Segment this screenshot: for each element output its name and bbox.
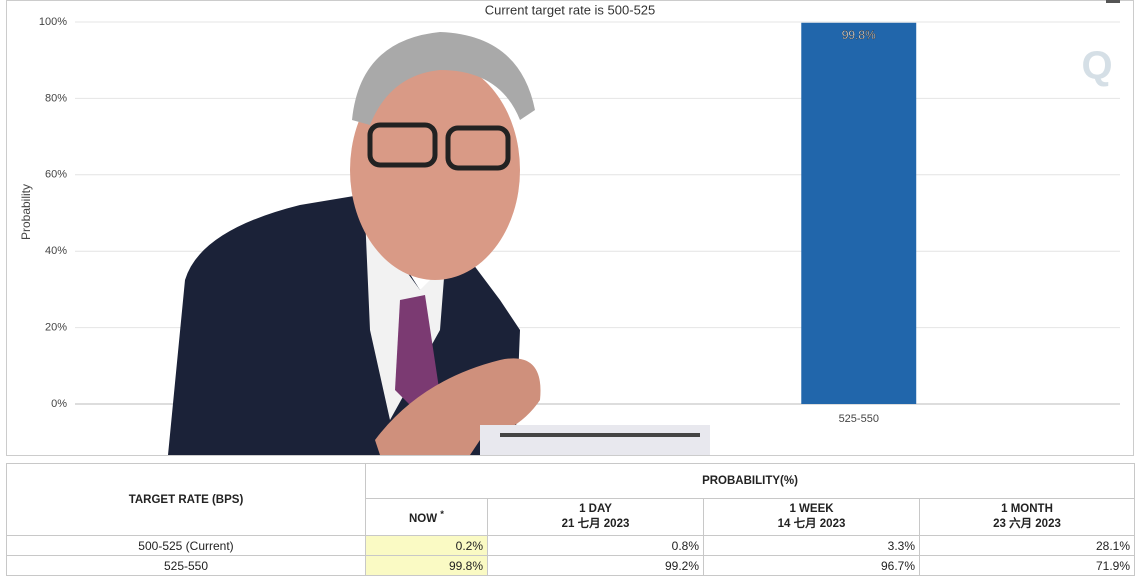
y-tick-label: 80% [45, 92, 67, 104]
bar [801, 22, 917, 404]
col-date: 23 六月 2023 [993, 518, 1061, 530]
y-tick-label: 60% [45, 169, 67, 181]
y-axis-label: Probability [19, 184, 33, 240]
y-tick-label: 100% [39, 16, 67, 28]
cell: 99.2% [487, 555, 704, 576]
cell: 3.3% [703, 535, 920, 556]
menu-icon [1106, 0, 1120, 3]
col-title: 1 WEEK [789, 503, 834, 515]
cell: 525-550 [6, 555, 366, 576]
photo-overlay [168, 32, 710, 455]
chart-title: Current target rate is 500-525 [485, 2, 656, 17]
watermark: Q [1081, 44, 1112, 88]
probability-header: PROBABILITY(%) [365, 463, 1135, 499]
x-tick-label: 525-550 [839, 413, 879, 425]
col-title: 1 MONTH [1001, 503, 1053, 515]
cell: 28.1% [919, 535, 1135, 556]
y-tick-label: 20% [45, 322, 67, 334]
col-header: 1 DAY 21 七月 2023 [487, 498, 704, 536]
cell: 0.2% [365, 535, 488, 556]
col-date: 21 七月 2023 [561, 518, 630, 530]
col-header: 1 WEEK 14 七月 2023 [703, 498, 920, 536]
cell: 71.9% [919, 555, 1135, 576]
target-header: TARGET RATE (BPS) [6, 463, 366, 536]
col-title: NOW [408, 512, 438, 525]
cell: 0.8% [487, 535, 704, 556]
y-tick-label: 0% [51, 398, 67, 410]
col-date: 14 七月 2023 [777, 518, 846, 530]
value-label: 99.8% [842, 28, 876, 42]
col-header: NOW * [365, 498, 488, 536]
y-tick-label: 40% [45, 245, 67, 257]
svg-text:Q: Q [1081, 44, 1112, 88]
col-note: * [440, 509, 445, 521]
col-header: 1 MONTH 23 六月 2023 [919, 498, 1135, 536]
cell: 96.7% [703, 555, 920, 576]
cell: 500-525 (Current) [6, 535, 366, 556]
probability-table: TARGET RATE (BPS) PROBABILITY(%) NOW * 1… [6, 463, 1135, 576]
cell: 99.8% [365, 555, 488, 576]
col-title: 1 DAY [579, 503, 612, 515]
